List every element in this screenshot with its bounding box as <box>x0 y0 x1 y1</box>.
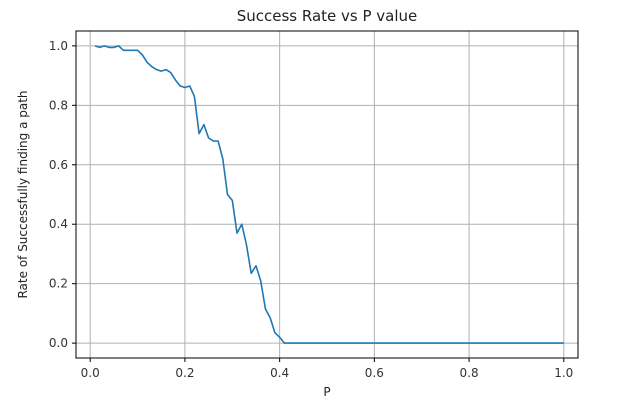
series-layer <box>94 45 564 344</box>
x-tick-label: 0.4 <box>270 366 289 380</box>
x-tick-label: 0.6 <box>365 366 384 380</box>
axis-ticks: 0.0 0.2 0.4 0.6 0.8 1.0 0.0 0.2 0.4 0.6 0.8 1.0 <box>49 39 573 380</box>
y-tick-label: 0.8 <box>49 98 68 112</box>
y-tick-label: 1.0 <box>49 39 68 53</box>
y-tick-label: 0.6 <box>49 158 68 172</box>
x-tick-label: 0.8 <box>460 366 479 380</box>
y-tick-label: 0.0 <box>49 336 68 350</box>
y-tick-label: 0.2 <box>49 277 68 291</box>
y-axis-label: Rate of Successfully finding a path <box>16 90 30 298</box>
x-tick-label: 1.0 <box>554 366 573 380</box>
x-tick-label: 0.0 <box>81 366 100 380</box>
y-tick-label: 0.4 <box>49 217 68 231</box>
chart-title: Success Rate vs P value <box>237 7 418 25</box>
x-tick-label: 0.2 <box>175 366 194 380</box>
plot-frame <box>75 30 579 359</box>
grid <box>76 31 578 358</box>
x-axis-label: P <box>323 385 330 399</box>
series-line <box>94 45 564 344</box>
